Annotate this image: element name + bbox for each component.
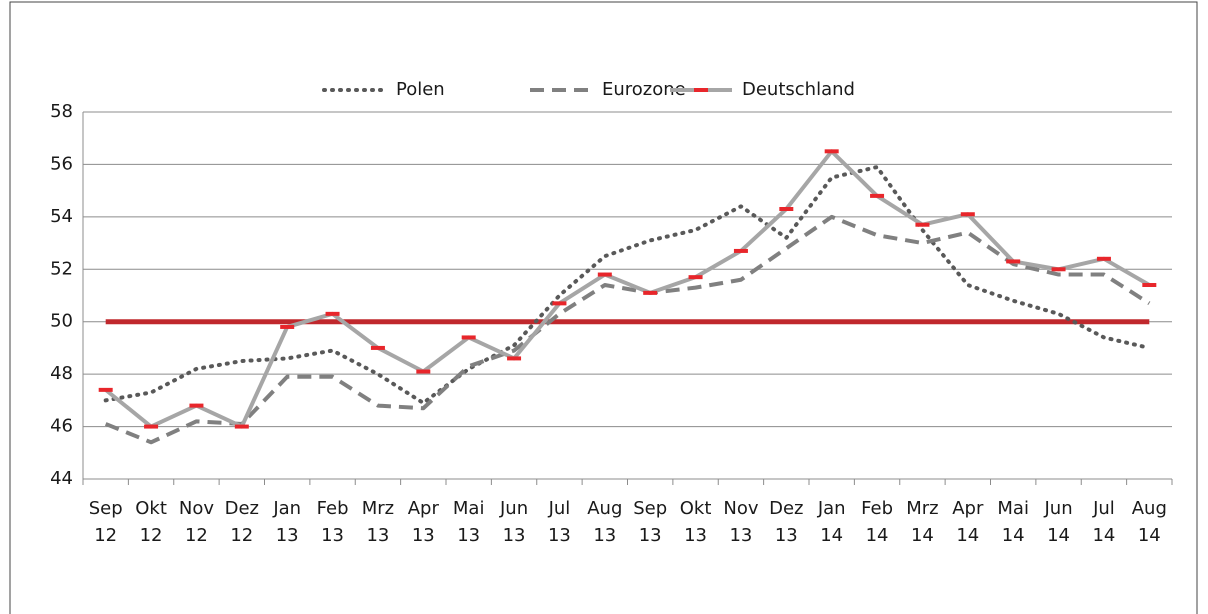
x-tick-label: Jul — [1092, 498, 1115, 519]
x-tick-label: 14 — [820, 525, 843, 546]
x-tick-label: Mai — [997, 498, 1029, 519]
x-tick-label: 14 — [1047, 525, 1070, 546]
legend-label: Eurozone — [602, 79, 686, 100]
x-tick-label: 14 — [956, 525, 979, 546]
legend-label: Polen — [396, 79, 445, 100]
x-tick-label: 13 — [775, 525, 798, 546]
x-tick-label: 14 — [911, 525, 934, 546]
x-tick-label: 14 — [1138, 525, 1161, 546]
x-tick-label: 13 — [503, 525, 526, 546]
x-tick-label: 14 — [1092, 525, 1115, 546]
x-tick-label: 14 — [866, 525, 889, 546]
x-tick-label: 12 — [185, 525, 208, 546]
x-tick-label: Jun — [499, 498, 528, 519]
x-tick-label: Mrz — [362, 498, 394, 519]
x-tick-label: Dez — [225, 498, 259, 519]
series-line — [103, 165, 1152, 405]
x-tick-label: 13 — [276, 525, 299, 546]
x-tick-label: Mai — [453, 498, 485, 519]
x-tick-label: Nov — [179, 498, 214, 519]
frame — [9, 1, 1198, 614]
x-tick-label: Feb — [861, 498, 893, 519]
x-tick-label: 13 — [593, 525, 616, 546]
x-tick-label: Mrz — [906, 498, 938, 519]
x-tick-label: Sep — [633, 498, 667, 519]
x-tick-label: 12 — [230, 525, 253, 546]
x-tick-label: Apr — [408, 498, 440, 519]
x-tick-label: Aug — [1132, 498, 1167, 519]
x-tick-label: 12 — [140, 525, 163, 546]
x-tick-label: 13 — [548, 525, 571, 546]
y-tick-label: 48 — [50, 363, 73, 384]
y-tick-label: 58 — [50, 101, 73, 122]
x-tick-label: 13 — [729, 525, 752, 546]
x-tick-label: 13 — [321, 525, 344, 546]
legend-label: Deutschland — [742, 79, 855, 100]
y-tick-label: 44 — [50, 468, 73, 489]
y-tick-label: 52 — [50, 258, 73, 279]
x-tick-label: 13 — [366, 525, 389, 546]
x-tick-label: Dez — [769, 498, 803, 519]
x-tick-label: Sep — [89, 498, 123, 519]
x-tick-label: Apr — [952, 498, 984, 519]
x-tick-label: Jul — [548, 498, 571, 519]
x-tick-label: 14 — [1002, 525, 1025, 546]
x-tick-label: Aug — [587, 498, 622, 519]
x-tick-label: 13 — [412, 525, 435, 546]
x-tick-label: Jun — [1044, 498, 1073, 519]
x-tick-label: Okt — [135, 498, 167, 519]
y-tick-label: 56 — [50, 153, 73, 174]
y-tick-label: 46 — [50, 416, 73, 437]
series-line — [104, 214, 1151, 445]
x-tick-label: Nov — [723, 498, 758, 519]
x-tick-label: 12 — [94, 525, 117, 546]
y-tick-label: 50 — [50, 311, 73, 332]
x-tick-label: 13 — [639, 525, 662, 546]
x-tick-label: 13 — [457, 525, 480, 546]
x-tick-label: Jan — [817, 498, 846, 519]
y-tick-label: 54 — [50, 206, 73, 227]
x-tick-label: Feb — [317, 498, 349, 519]
x-tick-label: 13 — [684, 525, 707, 546]
x-tick-label: Okt — [680, 498, 712, 519]
series-line — [104, 149, 1151, 429]
x-tick-label: Jan — [272, 498, 301, 519]
